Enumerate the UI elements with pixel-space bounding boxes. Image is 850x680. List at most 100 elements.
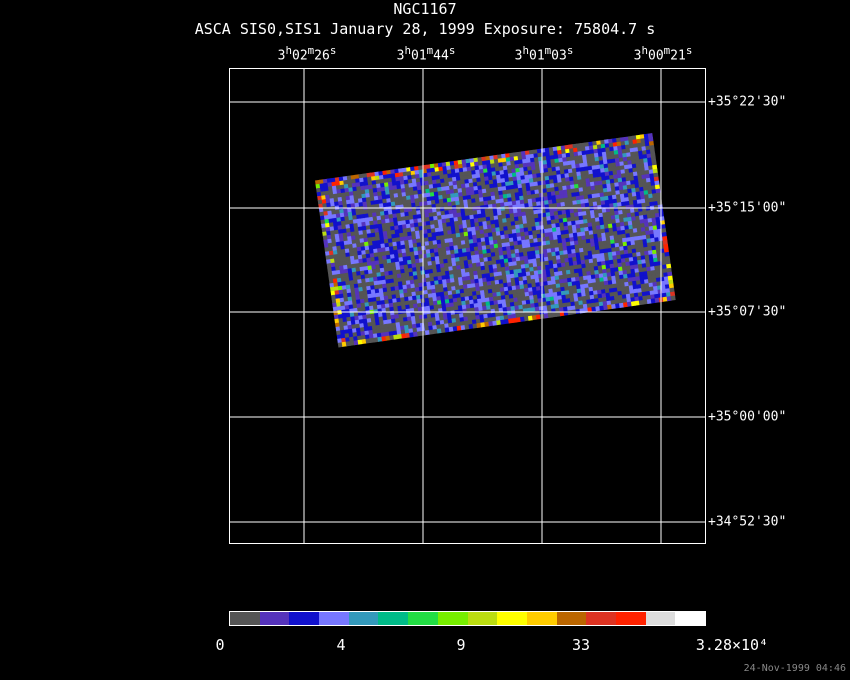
image-pixel — [362, 257, 368, 264]
image-pixel — [357, 226, 364, 232]
image-pixel — [416, 185, 422, 191]
image-pixel — [364, 269, 370, 276]
image-pixel — [426, 253, 432, 259]
image-pixel — [425, 220, 431, 227]
image-pixel — [351, 182, 357, 188]
image-pixel — [439, 319, 445, 326]
image-pixel — [333, 193, 339, 199]
image-pixel — [401, 191, 407, 198]
image-pixel — [348, 247, 354, 253]
image-pixel — [455, 200, 461, 206]
image-pixel — [404, 268, 410, 274]
image-pixel — [366, 257, 372, 263]
image-pixel — [363, 294, 369, 300]
image-pixel — [370, 289, 376, 295]
image-pixel — [403, 264, 409, 270]
image-pixel — [438, 311, 444, 318]
image-pixel — [457, 305, 463, 311]
image-pixel — [467, 287, 473, 293]
image-pixel — [431, 320, 437, 327]
image-pixel — [388, 246, 395, 252]
image-pixel — [447, 286, 453, 292]
image-pixel — [465, 247, 471, 253]
image-pixel — [437, 219, 443, 225]
image-pixel — [370, 256, 376, 263]
image-pixel — [331, 298, 337, 304]
image-pixel — [364, 241, 370, 247]
image-pixel — [348, 187, 354, 193]
image-pixel — [446, 282, 452, 288]
image-pixel — [331, 185, 338, 191]
image-pixel — [334, 229, 340, 235]
image-pixel — [398, 256, 404, 263]
image-pixel — [351, 178, 357, 184]
image-pixel — [348, 243, 354, 250]
image-pixel — [353, 226, 360, 233]
image-pixel — [339, 325, 345, 332]
image-pixel — [423, 289, 429, 296]
image-pixel — [443, 177, 450, 184]
image-pixel — [398, 200, 404, 206]
image-pixel — [443, 262, 449, 268]
image-pixel — [363, 298, 370, 304]
image-pixel — [362, 229, 368, 235]
image-pixel — [426, 168, 432, 174]
image-pixel — [416, 213, 422, 220]
image-pixel — [433, 272, 439, 278]
image-pixel — [445, 302, 451, 309]
image-pixel — [408, 324, 414, 330]
image-pixel — [422, 253, 428, 259]
image-pixel — [378, 231, 384, 237]
image-pixel — [379, 295, 385, 302]
image-pixel — [456, 240, 462, 246]
image-pixel — [402, 316, 409, 323]
image-pixel — [453, 277, 460, 283]
image-pixel — [447, 233, 453, 240]
image-pixel — [385, 250, 391, 256]
image-pixel — [388, 270, 394, 276]
image-pixel — [363, 209, 369, 215]
image-pixel — [401, 220, 407, 226]
image-pixel — [432, 296, 438, 302]
image-pixel — [396, 301, 402, 307]
image-pixel — [348, 328, 354, 334]
image-pixel — [443, 230, 449, 236]
image-pixel — [388, 331, 394, 337]
image-pixel — [385, 311, 392, 317]
image-pixel — [476, 322, 482, 328]
image-pixel — [387, 323, 393, 329]
image-pixel — [433, 215, 439, 221]
image-pixel — [441, 246, 447, 253]
image-pixel — [353, 255, 359, 261]
image-pixel — [410, 170, 416, 176]
image-pixel — [418, 282, 424, 288]
colorbar-label: 3.28×10⁴ — [695, 636, 769, 654]
image-pixel — [403, 179, 409, 185]
image-pixel — [427, 232, 433, 238]
image-pixel — [394, 285, 400, 291]
image-pixel — [425, 245, 431, 251]
image-pixel — [356, 218, 362, 224]
image-pixel — [362, 201, 368, 207]
image-pixel — [338, 204, 344, 210]
image-pixel — [364, 185, 370, 191]
image-pixel — [467, 255, 473, 261]
image-pixel — [452, 180, 458, 186]
image-pixel — [382, 202, 388, 208]
image-pixel — [446, 197, 452, 203]
image-pixel — [367, 321, 373, 328]
image-pixel — [433, 187, 439, 193]
image-pixel — [340, 220, 347, 226]
image-pixel — [341, 313, 347, 319]
dec-tick-label: +35°07'30" — [708, 304, 787, 320]
image-pixel — [383, 323, 389, 329]
image-pixel — [379, 235, 385, 241]
image-pixel — [446, 165, 452, 171]
image-pixel — [432, 207, 438, 214]
image-pixel — [427, 289, 433, 295]
image-pixel — [367, 237, 373, 243]
image-pixel — [458, 192, 464, 198]
image-pixel — [380, 275, 387, 281]
image-pixel — [390, 197, 396, 203]
image-pixel — [429, 248, 435, 254]
